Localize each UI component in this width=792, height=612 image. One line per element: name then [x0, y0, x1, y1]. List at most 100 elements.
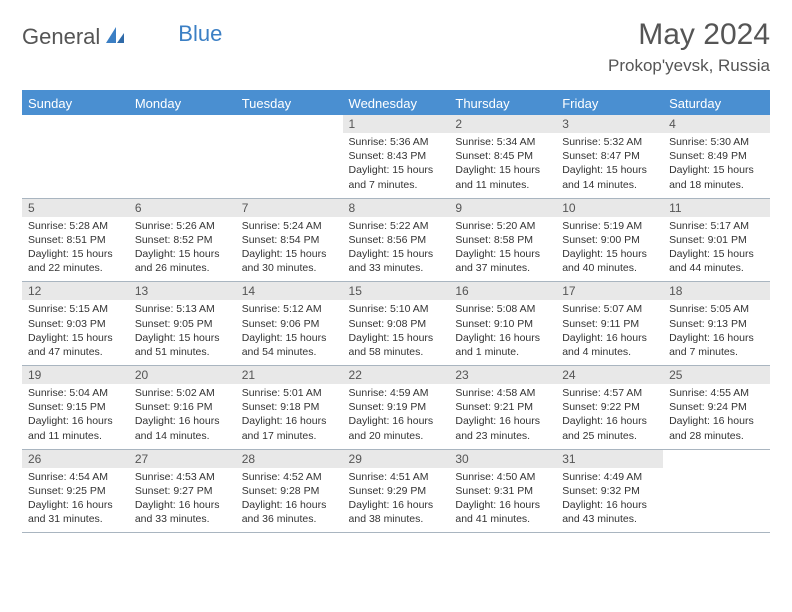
- sunset-text: Sunset: 9:21 PM: [455, 400, 550, 414]
- calendar-day-cell: [129, 115, 236, 198]
- calendar-day-cell: 3Sunrise: 5:32 AMSunset: 8:47 PMDaylight…: [556, 115, 663, 198]
- calendar-day-cell: [663, 449, 770, 533]
- day-detail: Sunrise: 4:50 AMSunset: 9:31 PMDaylight:…: [449, 468, 556, 533]
- sunrise-text: Sunrise: 5:01 AM: [242, 386, 337, 400]
- daylight-text: Daylight: 16 hours and 43 minutes.: [562, 498, 657, 526]
- day-detail: Sunrise: 4:51 AMSunset: 9:29 PMDaylight:…: [343, 468, 450, 533]
- day-detail: Sunrise: 5:32 AMSunset: 8:47 PMDaylight:…: [556, 133, 663, 198]
- day-detail: Sunrise: 4:55 AMSunset: 9:24 PMDaylight:…: [663, 384, 770, 449]
- daylight-text: Daylight: 16 hours and 41 minutes.: [455, 498, 550, 526]
- daylight-text: Daylight: 16 hours and 38 minutes.: [349, 498, 444, 526]
- sunrise-text: Sunrise: 5:26 AM: [135, 219, 230, 233]
- sunset-text: Sunset: 8:49 PM: [669, 149, 764, 163]
- daylight-text: Daylight: 16 hours and 28 minutes.: [669, 414, 764, 442]
- sunrise-text: Sunrise: 5:08 AM: [455, 302, 550, 316]
- day-number: 22: [343, 366, 450, 384]
- title-block: May 2024 Prokop'yevsk, Russia: [608, 18, 770, 76]
- daylight-text: Daylight: 15 hours and 40 minutes.: [562, 247, 657, 275]
- day-detail: Sunrise: 5:01 AMSunset: 9:18 PMDaylight:…: [236, 384, 343, 449]
- sunrise-text: Sunrise: 4:53 AM: [135, 470, 230, 484]
- empty-day: [236, 115, 343, 175]
- calendar-day-cell: 16Sunrise: 5:08 AMSunset: 9:10 PMDayligh…: [449, 282, 556, 366]
- day-detail: Sunrise: 5:28 AMSunset: 8:51 PMDaylight:…: [22, 217, 129, 282]
- daylight-text: Daylight: 16 hours and 4 minutes.: [562, 331, 657, 359]
- empty-day: [663, 450, 770, 510]
- daylight-text: Daylight: 16 hours and 14 minutes.: [135, 414, 230, 442]
- sunrise-text: Sunrise: 5:34 AM: [455, 135, 550, 149]
- day-detail: Sunrise: 4:59 AMSunset: 9:19 PMDaylight:…: [343, 384, 450, 449]
- calendar-day-cell: 26Sunrise: 4:54 AMSunset: 9:25 PMDayligh…: [22, 449, 129, 533]
- weekday-header: Sunday: [22, 91, 129, 115]
- calendar-week-row: 26Sunrise: 4:54 AMSunset: 9:25 PMDayligh…: [22, 449, 770, 533]
- day-number: 4: [663, 115, 770, 133]
- day-number: 23: [449, 366, 556, 384]
- sunrise-text: Sunrise: 5:10 AM: [349, 302, 444, 316]
- weekday-header: Thursday: [449, 91, 556, 115]
- day-detail: Sunrise: 5:15 AMSunset: 9:03 PMDaylight:…: [22, 300, 129, 365]
- sunset-text: Sunset: 9:13 PM: [669, 317, 764, 331]
- day-detail: Sunrise: 4:54 AMSunset: 9:25 PMDaylight:…: [22, 468, 129, 533]
- calendar-day-cell: 20Sunrise: 5:02 AMSunset: 9:16 PMDayligh…: [129, 366, 236, 450]
- page-header: General Blue May 2024 Prokop'yevsk, Russ…: [22, 18, 770, 76]
- sunrise-text: Sunrise: 4:50 AM: [455, 470, 550, 484]
- day-number: 28: [236, 450, 343, 468]
- day-detail: Sunrise: 5:08 AMSunset: 9:10 PMDaylight:…: [449, 300, 556, 365]
- sunset-text: Sunset: 8:43 PM: [349, 149, 444, 163]
- calendar-day-cell: 27Sunrise: 4:53 AMSunset: 9:27 PMDayligh…: [129, 449, 236, 533]
- day-number: 13: [129, 282, 236, 300]
- calendar-day-cell: 24Sunrise: 4:57 AMSunset: 9:22 PMDayligh…: [556, 366, 663, 450]
- calendar-day-cell: 1Sunrise: 5:36 AMSunset: 8:43 PMDaylight…: [343, 115, 450, 198]
- day-detail: Sunrise: 5:34 AMSunset: 8:45 PMDaylight:…: [449, 133, 556, 198]
- sunset-text: Sunset: 8:56 PM: [349, 233, 444, 247]
- calendar-day-cell: 31Sunrise: 4:49 AMSunset: 9:32 PMDayligh…: [556, 449, 663, 533]
- day-number: 30: [449, 450, 556, 468]
- calendar-day-cell: 4Sunrise: 5:30 AMSunset: 8:49 PMDaylight…: [663, 115, 770, 198]
- sunset-text: Sunset: 9:24 PM: [669, 400, 764, 414]
- weekday-header-row: Sunday Monday Tuesday Wednesday Thursday…: [22, 91, 770, 115]
- day-number: 6: [129, 199, 236, 217]
- daylight-text: Daylight: 15 hours and 33 minutes.: [349, 247, 444, 275]
- weekday-header: Wednesday: [343, 91, 450, 115]
- day-detail: Sunrise: 5:24 AMSunset: 8:54 PMDaylight:…: [236, 217, 343, 282]
- empty-day: [129, 115, 236, 175]
- sunset-text: Sunset: 9:27 PM: [135, 484, 230, 498]
- daylight-text: Daylight: 16 hours and 7 minutes.: [669, 331, 764, 359]
- day-detail: Sunrise: 5:13 AMSunset: 9:05 PMDaylight:…: [129, 300, 236, 365]
- day-detail: Sunrise: 5:07 AMSunset: 9:11 PMDaylight:…: [556, 300, 663, 365]
- calendar-day-cell: 30Sunrise: 4:50 AMSunset: 9:31 PMDayligh…: [449, 449, 556, 533]
- daylight-text: Daylight: 16 hours and 11 minutes.: [28, 414, 123, 442]
- calendar-week-row: 1Sunrise: 5:36 AMSunset: 8:43 PMDaylight…: [22, 115, 770, 198]
- calendar-day-cell: 6Sunrise: 5:26 AMSunset: 8:52 PMDaylight…: [129, 198, 236, 282]
- day-number: 11: [663, 199, 770, 217]
- day-detail: Sunrise: 5:22 AMSunset: 8:56 PMDaylight:…: [343, 217, 450, 282]
- calendar-day-cell: 13Sunrise: 5:13 AMSunset: 9:05 PMDayligh…: [129, 282, 236, 366]
- sunset-text: Sunset: 8:51 PM: [28, 233, 123, 247]
- daylight-text: Daylight: 16 hours and 1 minute.: [455, 331, 550, 359]
- logo-text-2: Blue: [178, 21, 222, 47]
- day-detail: Sunrise: 4:52 AMSunset: 9:28 PMDaylight:…: [236, 468, 343, 533]
- daylight-text: Daylight: 16 hours and 23 minutes.: [455, 414, 550, 442]
- daylight-text: Daylight: 16 hours and 31 minutes.: [28, 498, 123, 526]
- sunset-text: Sunset: 8:52 PM: [135, 233, 230, 247]
- sunset-text: Sunset: 9:25 PM: [28, 484, 123, 498]
- sunset-text: Sunset: 9:03 PM: [28, 317, 123, 331]
- sunset-text: Sunset: 9:08 PM: [349, 317, 444, 331]
- calendar-table: Sunday Monday Tuesday Wednesday Thursday…: [22, 90, 770, 533]
- sunset-text: Sunset: 9:11 PM: [562, 317, 657, 331]
- sunset-text: Sunset: 9:06 PM: [242, 317, 337, 331]
- day-number: 26: [22, 450, 129, 468]
- calendar-day-cell: 15Sunrise: 5:10 AMSunset: 9:08 PMDayligh…: [343, 282, 450, 366]
- sunrise-text: Sunrise: 5:20 AM: [455, 219, 550, 233]
- sunset-text: Sunset: 9:28 PM: [242, 484, 337, 498]
- calendar-day-cell: 18Sunrise: 5:05 AMSunset: 9:13 PMDayligh…: [663, 282, 770, 366]
- sunrise-text: Sunrise: 5:22 AM: [349, 219, 444, 233]
- day-detail: Sunrise: 4:57 AMSunset: 9:22 PMDaylight:…: [556, 384, 663, 449]
- sunrise-text: Sunrise: 5:30 AM: [669, 135, 764, 149]
- day-number: 27: [129, 450, 236, 468]
- daylight-text: Daylight: 15 hours and 11 minutes.: [455, 163, 550, 191]
- day-number: 3: [556, 115, 663, 133]
- day-number: 1: [343, 115, 450, 133]
- day-detail: Sunrise: 5:26 AMSunset: 8:52 PMDaylight:…: [129, 217, 236, 282]
- day-detail: Sunrise: 5:12 AMSunset: 9:06 PMDaylight:…: [236, 300, 343, 365]
- calendar-day-cell: [236, 115, 343, 198]
